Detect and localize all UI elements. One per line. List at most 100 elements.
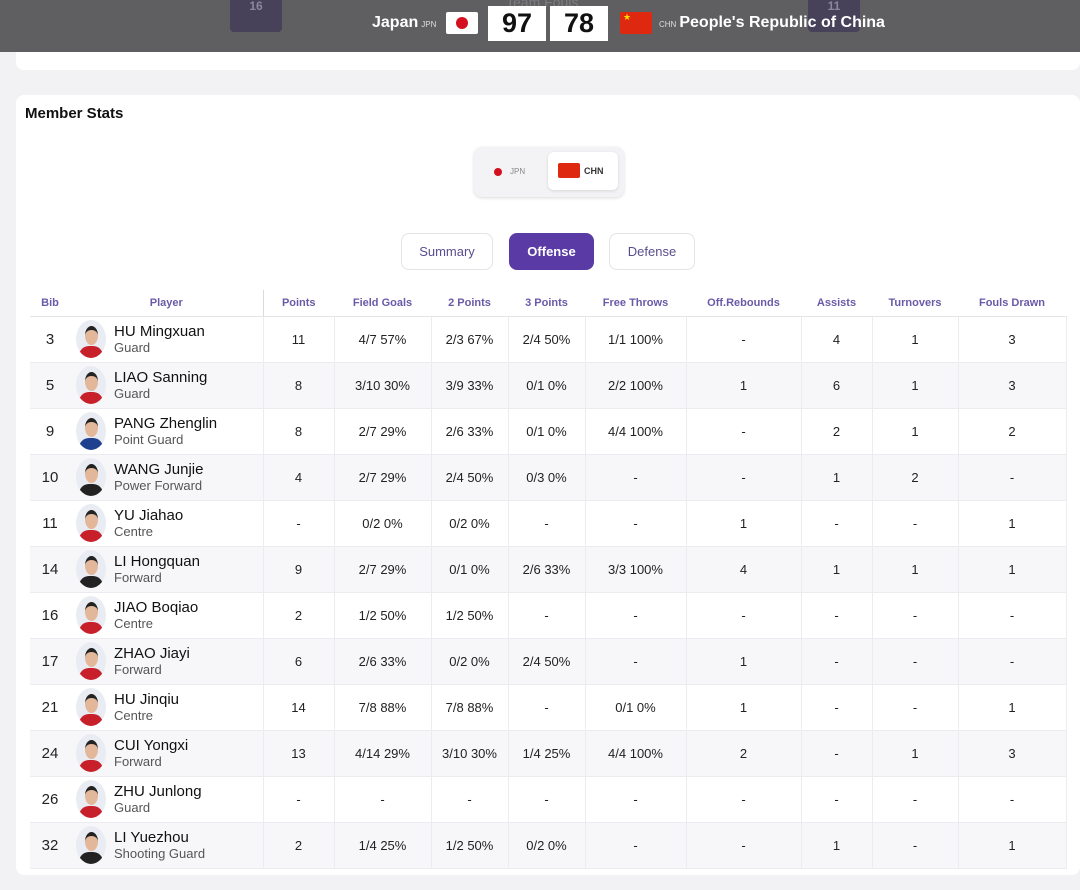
player-name[interactable]: HU Mingxuan — [114, 322, 205, 340]
points-cell: 4 — [262, 454, 335, 501]
tab-offense[interactable]: Offense — [509, 233, 594, 270]
player-position: Forward — [114, 753, 162, 769]
off-rebounds-cell: 1 — [686, 362, 802, 409]
assists-cell: - — [801, 684, 873, 731]
table-row[interactable]: 24 CUI Yongxi Forward 13 4/14 29% 3/10 30% 1/4… — [30, 730, 1067, 777]
bib-cell: 5 — [30, 362, 70, 409]
player-name[interactable]: LIAO Sanning — [114, 368, 208, 386]
tab-defense[interactable]: Defense — [609, 233, 695, 270]
player-avatar-icon — [76, 320, 106, 358]
bib-cell: 21 — [30, 684, 70, 731]
off-rebounds-cell: - — [686, 316, 802, 363]
turnovers-cell: 2 — [872, 454, 959, 501]
fouls-drawn-cell: 1 — [958, 684, 1067, 731]
two-points-cell: 7/8 88% — [431, 684, 509, 731]
table-row[interactable]: 21 HU Jinqiu Centre 14 7/8 88% 7/8 88% -0/1 0%… — [30, 684, 1067, 731]
bib-cell: 11 — [30, 500, 70, 547]
three-points-cell: 2/6 33% — [508, 546, 586, 593]
points-cell: 13 — [262, 730, 335, 777]
player-name[interactable]: LI Yuezhou — [114, 828, 189, 846]
player-name[interactable]: JIAO Boqiao — [114, 598, 199, 616]
free-throws-cell: 4/4 100% — [585, 730, 687, 777]
player-cell[interactable]: LI Yuezhou Shooting Guard — [70, 822, 264, 869]
free-throws-cell: 2/2 100% — [585, 362, 687, 409]
col-header-turnovers: Turnovers — [872, 290, 958, 317]
off-rebounds-cell: - — [686, 592, 802, 639]
player-position: Guard — [114, 799, 151, 815]
player-cell[interactable]: LI Hongquan Forward — [70, 546, 264, 593]
player-name[interactable]: CUI Yongxi — [114, 736, 189, 754]
player-name[interactable]: ZHAO Jiayi — [114, 644, 190, 662]
away-team-fouls: 11 — [808, 0, 860, 32]
player-cell[interactable]: ZHAO Jiayi Forward — [70, 638, 264, 685]
two-points-cell: 0/2 0% — [431, 500, 509, 547]
player-position: Guard — [114, 385, 151, 401]
turnovers-cell: 1 — [872, 730, 959, 777]
player-cell[interactable]: HU Jinqiu Centre — [70, 684, 264, 731]
player-avatar-icon — [76, 550, 106, 588]
off-rebounds-cell: 2 — [686, 730, 802, 777]
table-row[interactable]: 14 LI Hongquan Forward 9 2/7 29% 0/1 0% 2/6 33… — [30, 546, 1067, 593]
assists-cell: 1 — [801, 546, 873, 593]
table-row[interactable]: 11 YU Jiahao Centre -0/2 0% 0/2 0% - -1- -1 — [30, 500, 1067, 547]
home-team-abbr: JPN — [421, 20, 437, 29]
player-cell[interactable]: YU Jiahao Centre — [70, 500, 264, 547]
table-row[interactable]: 26 ZHU Junlong Guard - - - - - - - - - — [30, 776, 1067, 823]
table-row[interactable]: 32 LI Yuezhou Shooting Guard 2 1/4 25% 1/2 50… — [30, 822, 1067, 869]
home-score: 97 — [488, 6, 546, 41]
off-rebounds-cell: - — [686, 454, 802, 501]
player-name[interactable]: WANG Junjie — [114, 460, 204, 478]
assists-cell: 6 — [801, 362, 873, 409]
off-rebounds-cell: - — [686, 822, 802, 869]
assists-cell: 1 — [801, 822, 873, 869]
player-name[interactable]: YU Jiahao — [114, 506, 184, 524]
table-row[interactable]: 3 HU Mingxuan Guard 11 4/7 57% 2/3 67% 2/4 50%… — [30, 316, 1067, 363]
japan-flag-icon — [446, 12, 478, 34]
player-cell[interactable]: PANG Zhenglin Point Guard — [70, 408, 264, 455]
col-header-2-points: 2 Points — [431, 290, 508, 317]
home-team-fouls: 16 — [230, 0, 282, 32]
player-cell[interactable]: LIAO Sanning Guard — [70, 362, 264, 409]
two-points-cell: 3/10 30% — [431, 730, 509, 777]
table-row[interactable]: 10 WANG Junjie Power Forward 4 2/7 29% 2/4 50… — [30, 454, 1067, 501]
off-rebounds-cell: - — [686, 776, 802, 823]
player-position: Guard — [114, 339, 151, 355]
three-points-cell: 0/3 0% — [508, 454, 586, 501]
three-points-cell: 2/4 50% — [508, 316, 586, 363]
player-position: Shooting Guard — [114, 845, 206, 861]
three-points-cell: 0/1 0% — [508, 408, 586, 455]
table-row[interactable]: 17 ZHAO Jiayi Forward 6 2/6 33% 0/2 0% 2/4 50%… — [30, 638, 1067, 685]
team-toggle-jpn[interactable]: JPN — [494, 160, 525, 184]
three-points-cell: 1/4 25% — [508, 730, 586, 777]
tab-summary[interactable]: Summary — [401, 233, 493, 270]
team-toggle-chn[interactable]: CHN — [548, 152, 618, 190]
turnovers-cell: 1 — [872, 362, 959, 409]
col-header-3-points: 3 Points — [508, 290, 585, 317]
player-name[interactable]: HU Jinqiu — [114, 690, 180, 708]
player-cell[interactable]: JIAO Boqiao Centre — [70, 592, 264, 639]
table-row[interactable]: 16 JIAO Boqiao Centre 2 1/2 50% 1/2 50% - - - - - - — [30, 592, 1067, 639]
player-cell[interactable]: ZHU Junlong Guard — [70, 776, 264, 823]
player-cell[interactable]: CUI Yongxi Forward — [70, 730, 264, 777]
assists-cell: - — [801, 730, 873, 777]
player-cell[interactable]: HU Mingxuan Guard — [70, 316, 264, 363]
three-points-cell: - — [508, 592, 586, 639]
player-name[interactable]: ZHU Junlong — [114, 782, 202, 800]
fouls-drawn-cell: - — [958, 454, 1067, 501]
field-goals-cell: 2/7 29% — [334, 454, 432, 501]
away-team-name: People's Republic of China — [679, 14, 885, 31]
player-name[interactable]: LI Hongquan — [114, 552, 200, 570]
assists-cell: - — [801, 592, 873, 639]
player-cell[interactable]: WANG Junjie Power Forward — [70, 454, 264, 501]
table-row[interactable]: 9 PANG Zhenglin Point Guard 8 2/7 29% 2/6 33%… — [30, 408, 1067, 455]
player-avatar-icon — [76, 734, 106, 772]
assists-cell: - — [801, 776, 873, 823]
free-throws-cell: - — [585, 592, 687, 639]
col-header-points: Points — [262, 290, 334, 317]
table-row[interactable]: 5 LIAO Sanning Guard 8 3/10 30% 3/9 33% 0/1 0%… — [30, 362, 1067, 409]
fouls-drawn-cell: 3 — [958, 362, 1067, 409]
three-points-cell: - — [508, 500, 586, 547]
two-points-cell: 2/3 67% — [431, 316, 509, 363]
turnovers-cell: - — [872, 822, 959, 869]
player-name[interactable]: PANG Zhenglin — [114, 414, 218, 432]
